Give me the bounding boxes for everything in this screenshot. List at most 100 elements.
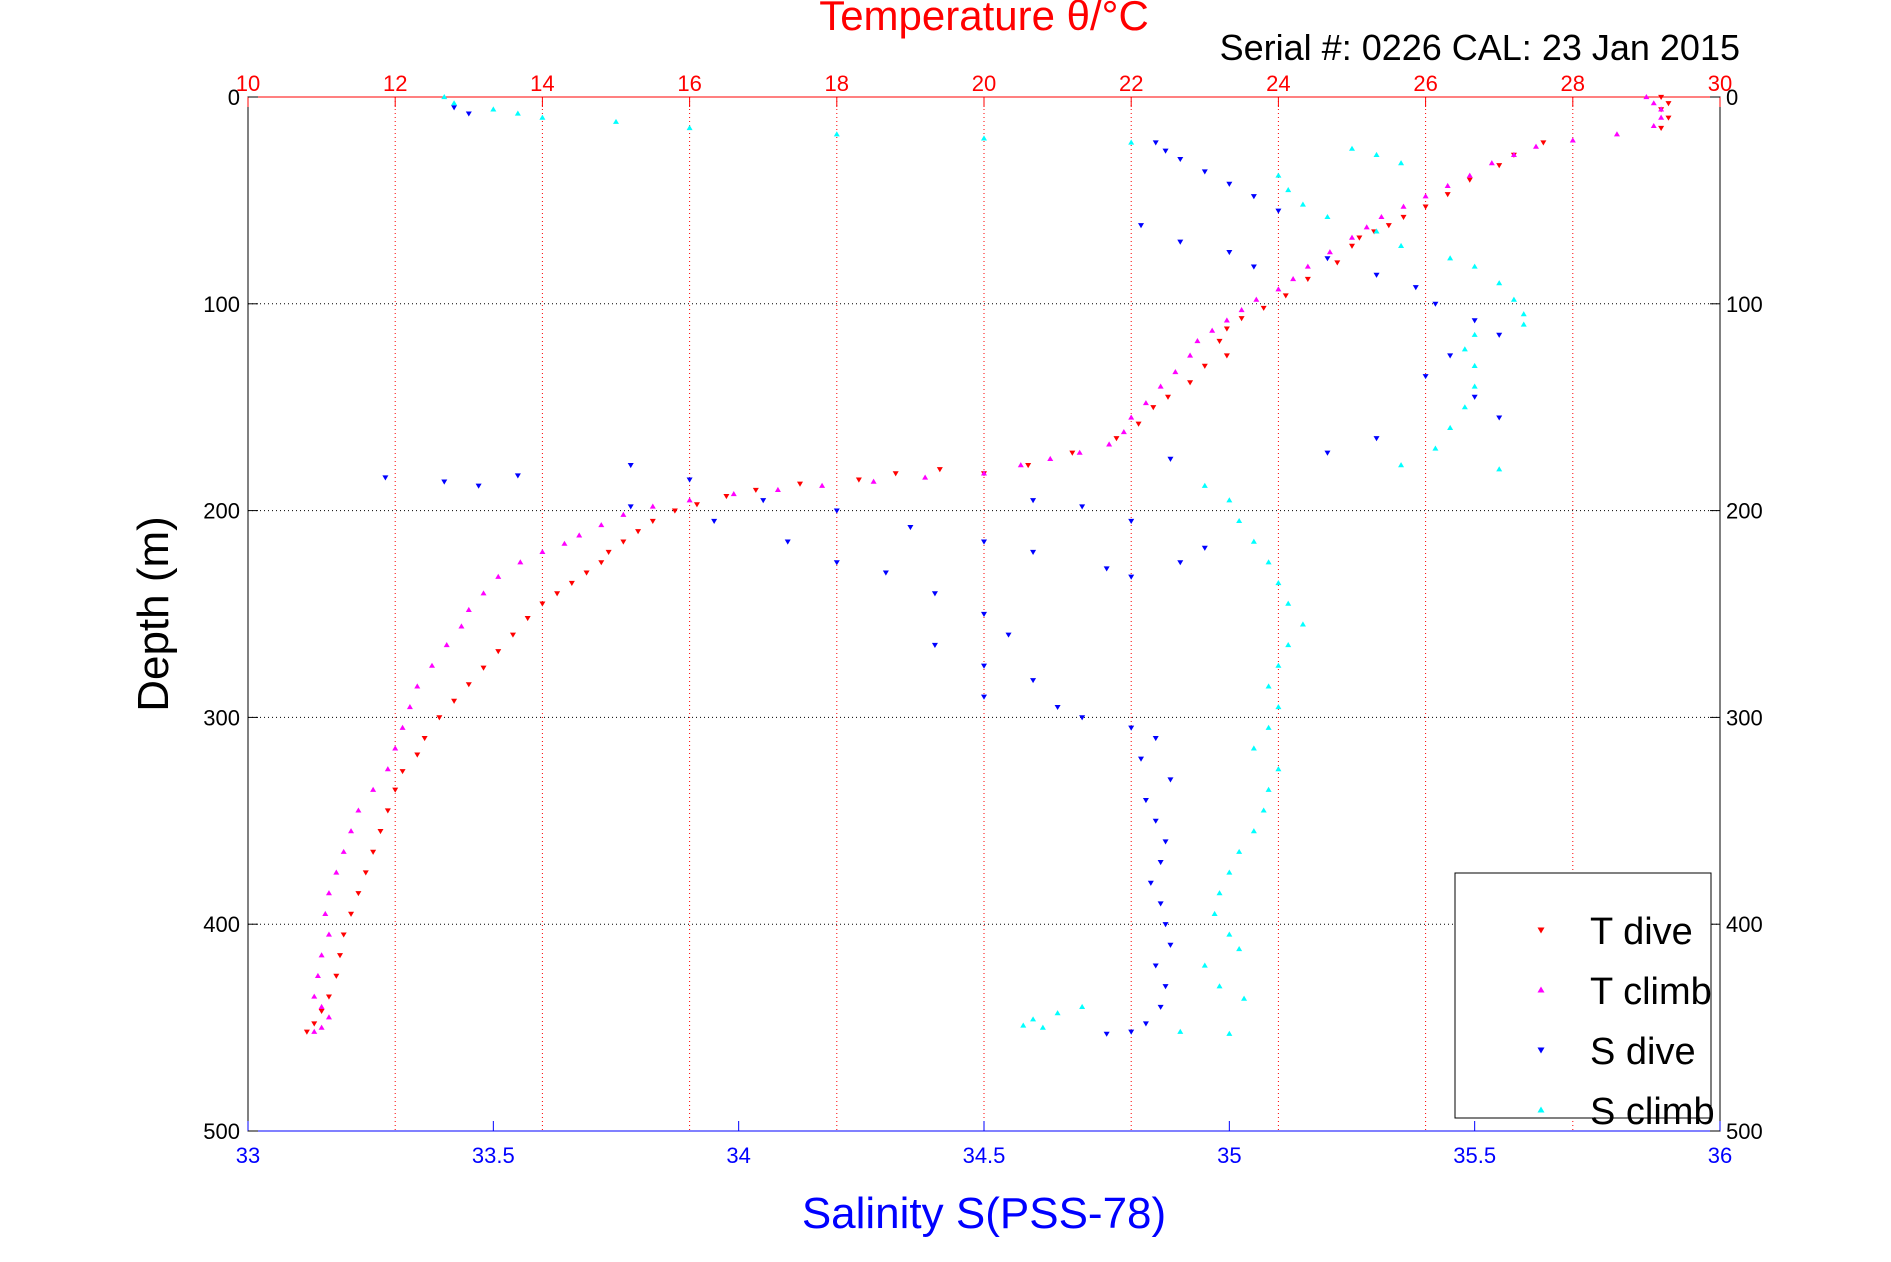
t-dive-point: [1466, 177, 1473, 183]
t-dive-point: [1260, 305, 1267, 311]
s-dive-point: [627, 504, 634, 510]
s-dive-point: [1162, 839, 1169, 845]
s-dive-point: [451, 105, 458, 111]
t-climb-point: [325, 931, 332, 937]
s-climb-point: [1216, 890, 1223, 896]
temperature-tick-label: 26: [1413, 71, 1437, 96]
temperature-tick-label: 14: [530, 71, 554, 96]
s-climb-point: [1128, 139, 1135, 145]
s-dive-point: [1157, 860, 1164, 866]
t-climb-point: [1017, 462, 1024, 468]
t-dive-point: [1540, 140, 1547, 146]
s-dive-point: [1147, 880, 1154, 886]
t-climb-point: [1290, 275, 1297, 282]
t-climb-point: [1349, 234, 1355, 240]
t-dive-point: [1422, 204, 1429, 210]
s-climb-point: [1236, 946, 1243, 952]
temperature-tick-label: 22: [1119, 71, 1143, 96]
t-dive-point: [1201, 363, 1208, 369]
t-climb-point: [1444, 182, 1451, 189]
legend-marker: [1537, 927, 1545, 934]
s-dive-point: [1167, 942, 1174, 948]
temperature-tick-label: 24: [1266, 71, 1290, 96]
s-climb-point: [1236, 848, 1243, 854]
s-climb-point: [1020, 1022, 1027, 1028]
salinity-tick-label: 35: [1217, 1143, 1241, 1168]
t-dive-point: [436, 715, 443, 721]
t-dive-point: [671, 508, 678, 514]
temperature-tick-label: 16: [677, 71, 701, 96]
s-dive-point: [1030, 678, 1037, 684]
t-dive-point: [384, 808, 391, 814]
s-dive-point: [1079, 504, 1086, 510]
t-climb-point: [561, 540, 568, 546]
s-climb-point: [514, 110, 521, 116]
s-climb-point: [441, 94, 448, 100]
t-climb-point: [1238, 307, 1245, 313]
t-climb-point: [686, 497, 693, 503]
t-dive-point: [421, 735, 428, 742]
s-climb-point: [1226, 931, 1233, 937]
s-climb-point: [1265, 724, 1272, 730]
legend-label: S dive: [1590, 1031, 1696, 1073]
s-climb-point: [981, 135, 987, 141]
depth-tick-label: 100: [203, 292, 240, 317]
s-climb-point: [1250, 538, 1257, 544]
s-climb-point: [1201, 482, 1208, 488]
s-dive-point: [1432, 301, 1439, 307]
depth-tick-label-right: 200: [1726, 499, 1763, 524]
t-climb-point: [576, 532, 583, 538]
t-dive-point: [1216, 338, 1223, 345]
temperature-tick-label: 10: [236, 71, 260, 96]
t-dive-point: [1400, 214, 1407, 220]
t-climb-point: [325, 890, 332, 896]
s-dive-point: [1324, 256, 1331, 262]
t-dive-point: [1444, 192, 1451, 198]
s-dive-point: [833, 508, 840, 514]
legend-label: T climb: [1590, 971, 1712, 1013]
t-climb-point: [325, 1014, 332, 1020]
t-dive-point: [414, 752, 421, 758]
t-dive-point: [723, 494, 730, 500]
t-dive-point: [635, 529, 642, 535]
t-climb-point: [495, 573, 502, 579]
t-dive-point: [1223, 326, 1230, 332]
t-climb-point: [458, 623, 465, 629]
s-dive-point: [514, 473, 521, 479]
s-dive-point: [882, 570, 889, 576]
s-dive-point: [1162, 148, 1169, 154]
t-dive-point: [1069, 450, 1076, 456]
t-dive-point: [1187, 380, 1194, 386]
s-climb-point: [1177, 1028, 1184, 1034]
s-dive-point: [1152, 735, 1159, 742]
s-dive-point: [1412, 285, 1419, 291]
s-climb-point: [1520, 321, 1527, 327]
s-climb-point: [1241, 995, 1248, 1001]
s-dive-point: [931, 591, 938, 597]
s-dive-point: [981, 694, 987, 700]
t-climb-point: [348, 828, 355, 834]
s-dive-point: [1138, 223, 1145, 229]
s-climb-point: [1250, 828, 1257, 834]
t-dive-point: [855, 477, 862, 483]
t-dive-point: [318, 1008, 325, 1015]
s-dive-point: [1201, 545, 1208, 551]
t-climb-point: [539, 548, 546, 555]
t-dive-point: [936, 467, 943, 473]
s-climb-point: [1265, 559, 1272, 565]
s-dive-point: [1162, 984, 1169, 990]
t-dive-point: [1665, 101, 1672, 107]
t-dive-point: [509, 632, 516, 638]
t-dive-point: [1349, 243, 1355, 249]
temperature-tick-label: 28: [1561, 71, 1585, 96]
s-climb-point: [1471, 383, 1478, 389]
s-dive-point: [1447, 353, 1454, 359]
s-dive-point: [1142, 798, 1149, 804]
data-points: [303, 94, 1672, 1037]
depth-tick-label: 400: [203, 912, 240, 937]
t-climb-point: [318, 1003, 325, 1010]
s-climb-point: [490, 106, 497, 112]
s-climb-point: [1447, 424, 1454, 430]
t-climb-point: [314, 972, 321, 978]
salinity-tick-label: 35.5: [1453, 1143, 1496, 1168]
